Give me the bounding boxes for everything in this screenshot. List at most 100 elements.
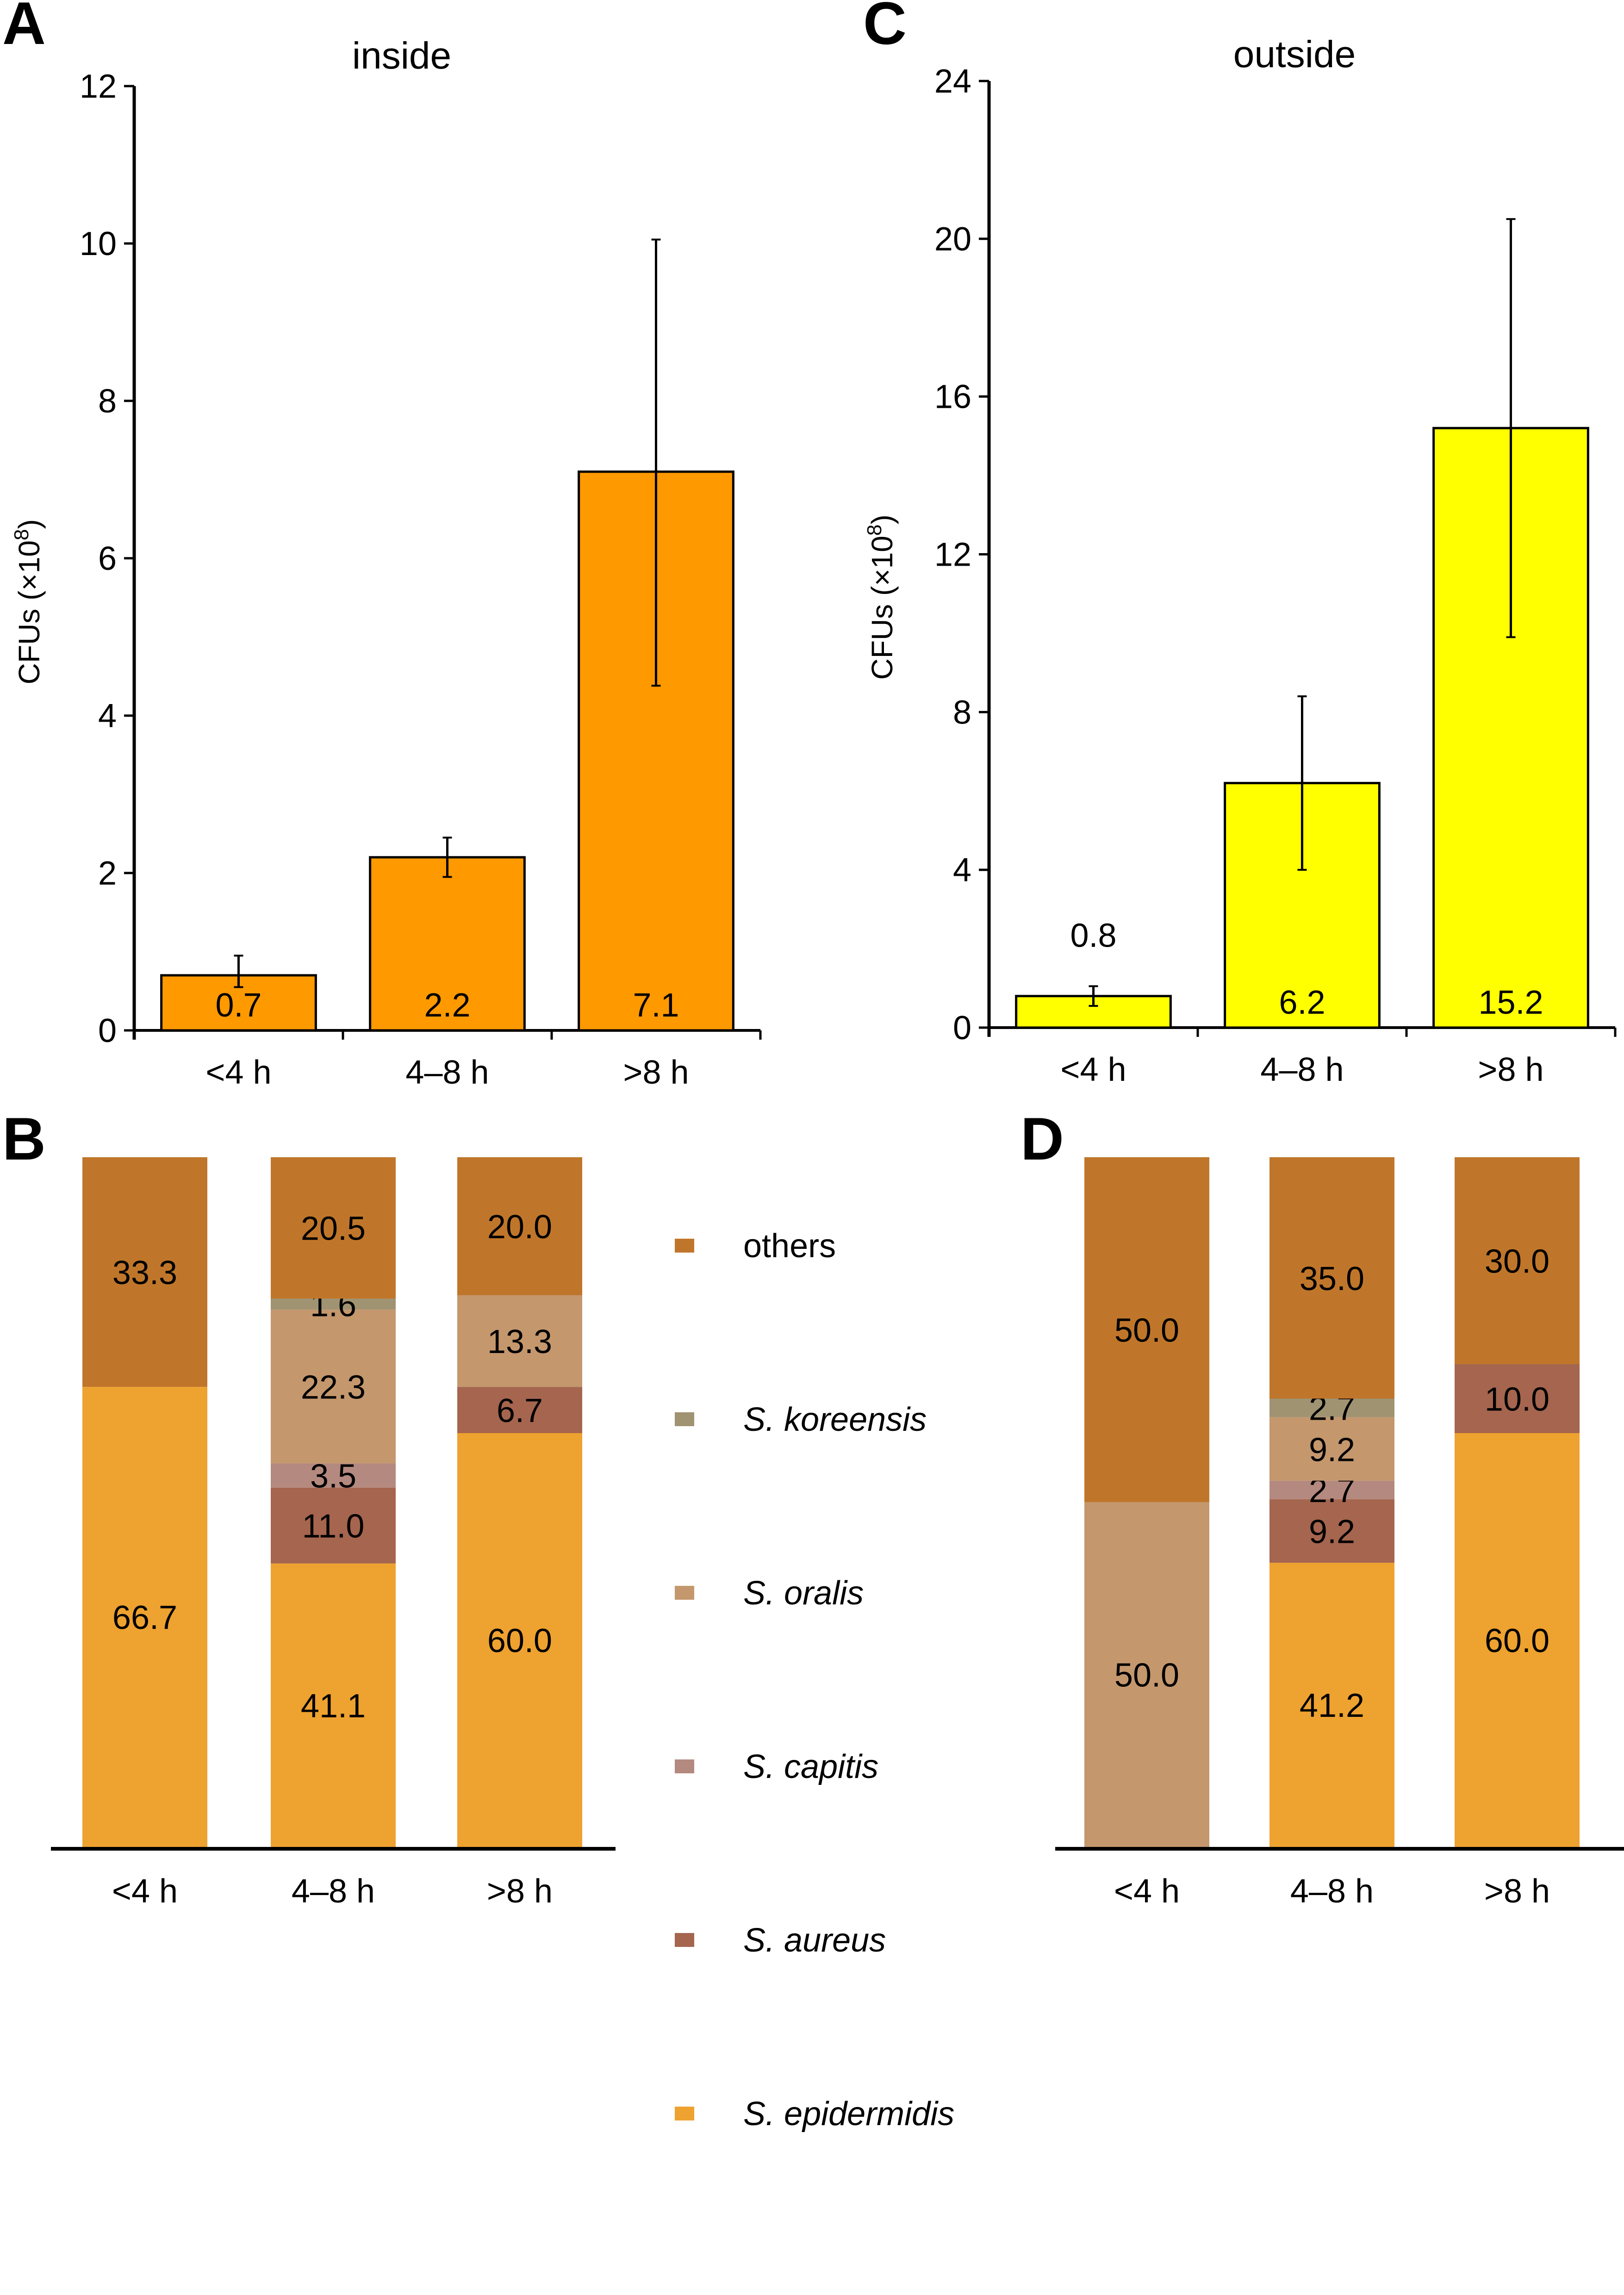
stacked-segment: [271, 1463, 396, 1488]
stacked-segment: [457, 1433, 582, 1847]
stacked-segment: [1269, 1563, 1394, 1847]
y-tick-label: 8: [98, 383, 117, 420]
panel-letter-b: B: [2, 1105, 46, 1172]
chart-d: 50.050.0<4 h41.29.22.79.22.735.04–8 h60.…: [1055, 1157, 1624, 1910]
legend-label: S. aureus: [743, 1922, 886, 1959]
segment-label: 50.0: [1114, 1312, 1179, 1349]
segment-label: 60.0: [487, 1622, 552, 1659]
y-tick-label: 12: [80, 68, 117, 105]
legend: others S. koreensis S. oralis S. capitis S. …: [675, 1228, 954, 2133]
panel-letter-c: C: [863, 0, 907, 57]
segment-label: 20.0: [487, 1209, 552, 1246]
data-label: 6.2: [1279, 984, 1325, 1021]
segment-label: 10.0: [1485, 1381, 1549, 1418]
legend-swatch: [675, 1586, 694, 1600]
stacked-segment: [457, 1157, 582, 1295]
stacked-segment: [1084, 1502, 1209, 1847]
y-tick-label: 10: [80, 225, 117, 262]
segment-label: 50.0: [1114, 1657, 1179, 1694]
stacked-segment: [1455, 1157, 1580, 1364]
stacked-segment: [82, 1387, 207, 1847]
bar: [160, 974, 317, 1032]
x-tick-label: <4 h: [205, 1054, 271, 1091]
legend-swatch: [675, 1239, 694, 1253]
data-label: 2.2: [424, 987, 470, 1024]
segment-label: 60.0: [1485, 1622, 1549, 1659]
legend-label: S. koreensis: [743, 1401, 927, 1438]
segment-label: 22.3: [301, 1369, 366, 1406]
x-tick-label: >8 h: [1484, 1873, 1550, 1910]
x-tick-label: <4 h: [1114, 1873, 1180, 1910]
x-tick-label: <4 h: [112, 1873, 178, 1910]
stacked-segment: [457, 1387, 582, 1433]
chart-a: 0 2 4 6 8 10 12 CFUs (×108) 0.7 <4 h 2.2 4–8 h 7.1 >8…: [10, 68, 762, 1091]
segment-label: 33.3: [112, 1254, 177, 1291]
chart-b: 66.733.3<4 h41.111.03.522.31.620.54–8 h6…: [51, 1157, 616, 1910]
x-tick-label: 4–8 h: [1260, 1051, 1344, 1088]
legend-swatch: [675, 1412, 694, 1426]
data-label: 15.2: [1478, 984, 1543, 1021]
x-tick-label: 4–8 h: [292, 1873, 375, 1910]
stacked-segment: [271, 1563, 396, 1847]
legend-label: others: [743, 1228, 836, 1265]
y-tick-label: 8: [953, 694, 971, 731]
y-tick-label: 24: [934, 63, 971, 100]
segment-label: 6.7: [497, 1392, 543, 1429]
y-tick-label: 4: [98, 698, 117, 735]
x-tick-label: >8 h: [623, 1054, 689, 1091]
y-tick-label: 2: [98, 855, 117, 892]
chart-c: 0 4 8 12 16 20 24 CFUs (×108) 0.8 <4 h 6.2 4–8 h 15.…: [863, 63, 1617, 1088]
stacked-segment: [82, 1157, 207, 1387]
segment-label: 20.5: [301, 1210, 366, 1247]
y-axis-label: CFUs (×108): [10, 519, 46, 685]
y-tick-label: 16: [934, 379, 971, 416]
segment-label: 41.2: [1300, 1687, 1364, 1724]
segment-label: 30.0: [1485, 1243, 1549, 1280]
segment-label: 11.0: [302, 1508, 365, 1545]
stacked-segment: [1269, 1417, 1394, 1481]
stacked-segment: [1269, 1157, 1394, 1399]
y-tick-label: 6: [98, 540, 117, 577]
stacked-segment: [1269, 1398, 1394, 1417]
segment-label: 9.2: [1309, 1431, 1355, 1468]
legend-swatch: [675, 1933, 694, 1947]
y-axis-label: CFUs (×108): [863, 515, 899, 680]
stacked-segment: [271, 1487, 396, 1564]
y-tick-label: 0: [98, 1012, 117, 1049]
segment-label: 9.2: [1309, 1514, 1355, 1551]
legend-label: S. oralis: [743, 1575, 864, 1612]
data-label: 7.1: [633, 987, 679, 1024]
x-tick-label: 4–8 h: [405, 1054, 489, 1091]
y-tick-label: 12: [934, 536, 971, 574]
stacked-segment: [1269, 1480, 1394, 1500]
stacked-segment: [1084, 1157, 1209, 1502]
stacked-segment: [1455, 1364, 1580, 1433]
segment-label: 13.3: [487, 1323, 552, 1360]
y-tick-label: 20: [934, 221, 971, 258]
segment-label: 35.0: [1300, 1260, 1364, 1297]
chart-a-title: inside: [352, 35, 451, 77]
y-tick-label: 0: [953, 1010, 971, 1047]
x-tick-label: >8 h: [487, 1873, 553, 1910]
stacked-segment: [1455, 1433, 1580, 1847]
x-tick-label: >8 h: [1478, 1051, 1543, 1088]
data-label: 0.8: [1070, 917, 1116, 954]
x-tick-label: 4–8 h: [1290, 1873, 1374, 1910]
data-label: 0.7: [215, 987, 261, 1024]
segment-label: 41.1: [301, 1688, 366, 1725]
legend-label: S. epidermidis: [743, 2095, 954, 2133]
legend-swatch: [675, 1759, 694, 1773]
chart-c-title: outside: [1233, 33, 1356, 75]
bar: [369, 856, 526, 1032]
y-tick-label: 4: [953, 852, 971, 889]
legend-label: S. capitis: [743, 1748, 878, 1785]
x-tick-label: <4 h: [1060, 1051, 1126, 1088]
stacked-segment: [1269, 1499, 1394, 1563]
segment-label: 3.5: [310, 1458, 356, 1495]
stacked-segment: [271, 1310, 396, 1464]
panel-letter-d: D: [1020, 1105, 1064, 1172]
stacked-segment: [271, 1298, 396, 1310]
segment-label: 66.7: [112, 1599, 177, 1636]
stacked-segment: [457, 1295, 582, 1387]
